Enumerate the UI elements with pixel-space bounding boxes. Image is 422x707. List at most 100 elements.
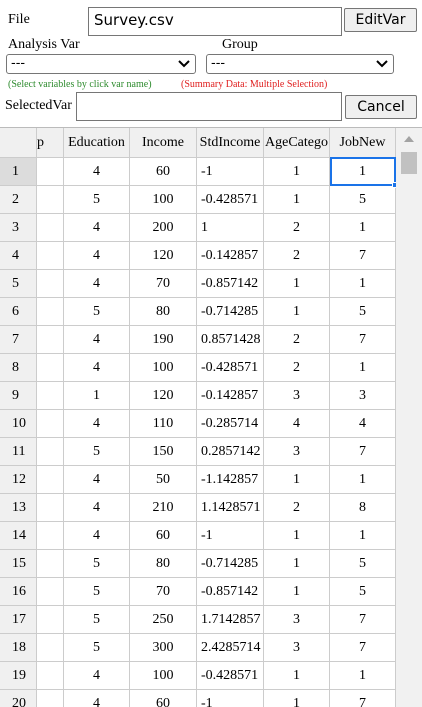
cell[interactable] (37, 410, 64, 438)
cell[interactable]: 70 (130, 578, 197, 606)
cell[interactable] (37, 578, 64, 606)
row-header[interactable]: 8 (0, 354, 37, 382)
cell[interactable]: 8 (330, 494, 396, 522)
cell[interactable]: 2.4285714 (197, 634, 264, 662)
row-header[interactable]: 4 (0, 242, 37, 270)
cell[interactable]: 7 (330, 634, 396, 662)
file-input[interactable]: Survey.csv (88, 7, 342, 36)
cell[interactable]: 5 (330, 186, 396, 214)
row-header[interactable]: 7 (0, 326, 37, 354)
cell[interactable]: -0.142857 (197, 382, 264, 410)
row-header[interactable]: 9 (0, 382, 37, 410)
cell[interactable] (37, 158, 64, 186)
cell[interactable]: 1 (264, 466, 330, 494)
cell[interactable]: 110 (130, 410, 197, 438)
cancel-button[interactable]: Cancel (345, 95, 417, 119)
cell[interactable]: 1 (264, 270, 330, 298)
cell[interactable]: 2 (264, 494, 330, 522)
cell[interactable]: 100 (130, 662, 197, 690)
cell[interactable] (37, 606, 64, 634)
column-header[interactable]: StdIncome (197, 128, 264, 158)
row-header[interactable]: 10 (0, 410, 37, 438)
cell[interactable]: 120 (130, 242, 197, 270)
cell[interactable]: 4 (64, 690, 130, 707)
cell[interactable]: 4 (64, 158, 130, 186)
cell[interactable]: 7 (330, 242, 396, 270)
cell[interactable]: 1.7142857 (197, 606, 264, 634)
cell[interactable]: 3 (264, 606, 330, 634)
edit-var-button[interactable]: EditVar (344, 8, 417, 32)
column-header[interactable]: AgeCatego (264, 128, 330, 158)
cell[interactable]: -1 (197, 158, 264, 186)
row-header[interactable]: 3 (0, 214, 37, 242)
cell[interactable]: 4 (64, 522, 130, 550)
row-header[interactable]: 16 (0, 578, 37, 606)
cell[interactable]: 4 (64, 466, 130, 494)
cell[interactable]: 1 (264, 522, 330, 550)
analysis-select[interactable]: --- (6, 54, 196, 74)
cell[interactable]: 5 (64, 550, 130, 578)
cell[interactable]: 4 (64, 662, 130, 690)
cell[interactable] (37, 242, 64, 270)
cell[interactable]: 1 (264, 158, 330, 186)
row-header[interactable]: 17 (0, 606, 37, 634)
cell[interactable]: 7 (330, 606, 396, 634)
cell[interactable]: -0.714285 (197, 298, 264, 326)
cell[interactable]: 4 (264, 410, 330, 438)
cell[interactable] (37, 466, 64, 494)
cell[interactable]: 5 (64, 634, 130, 662)
cell[interactable]: 1 (330, 354, 396, 382)
row-header[interactable]: 5 (0, 270, 37, 298)
cell[interactable]: 7 (330, 438, 396, 466)
row-header[interactable]: 14 (0, 522, 37, 550)
cell[interactable]: -1 (197, 690, 264, 707)
cell[interactable]: 210 (130, 494, 197, 522)
row-header[interactable]: 11 (0, 438, 37, 466)
row-header[interactable]: 6 (0, 298, 37, 326)
cell[interactable] (37, 662, 64, 690)
cell[interactable]: 5 (330, 298, 396, 326)
cell[interactable]: 100 (130, 354, 197, 382)
scroll-thumb[interactable] (401, 152, 417, 174)
cell[interactable] (37, 522, 64, 550)
cell[interactable] (37, 326, 64, 354)
cell[interactable]: -1 (197, 522, 264, 550)
selected-input[interactable] (76, 92, 342, 121)
cell[interactable]: 2 (264, 354, 330, 382)
cell[interactable]: 3 (330, 382, 396, 410)
cell[interactable]: 1 (330, 662, 396, 690)
cell[interactable]: 3 (264, 382, 330, 410)
cell[interactable]: 80 (130, 550, 197, 578)
cell[interactable]: -0.285714 (197, 410, 264, 438)
cell[interactable]: 1 (264, 662, 330, 690)
cell[interactable]: 1 (330, 466, 396, 494)
cell[interactable]: 50 (130, 466, 197, 494)
cell[interactable]: 70 (130, 270, 197, 298)
cell[interactable]: 7 (330, 326, 396, 354)
cell[interactable]: 4 (330, 410, 396, 438)
cell[interactable]: -1.142857 (197, 466, 264, 494)
cell[interactable]: -0.142857 (197, 242, 264, 270)
cell[interactable]: 1 (264, 578, 330, 606)
cell[interactable]: 3 (264, 634, 330, 662)
cell[interactable]: -0.428571 (197, 662, 264, 690)
cell[interactable]: 7 (330, 690, 396, 707)
row-header[interactable]: 13 (0, 494, 37, 522)
cell[interactable]: 1.1428571 (197, 494, 264, 522)
cell[interactable]: 5 (64, 606, 130, 634)
column-header[interactable]: p (37, 128, 64, 158)
cell[interactable]: 4 (64, 410, 130, 438)
cell[interactable] (37, 382, 64, 410)
cell[interactable]: 200 (130, 214, 197, 242)
cell[interactable]: 100 (130, 186, 197, 214)
cell[interactable] (37, 634, 64, 662)
cell[interactable]: 5 (64, 186, 130, 214)
cell[interactable]: -0.428571 (197, 186, 264, 214)
cell[interactable] (37, 270, 64, 298)
cell[interactable] (37, 214, 64, 242)
cell[interactable]: 1 (264, 186, 330, 214)
cell[interactable]: 60 (130, 690, 197, 707)
cell[interactable]: 1 (330, 270, 396, 298)
column-header[interactable]: Income (130, 128, 197, 158)
cell[interactable]: 2 (264, 214, 330, 242)
